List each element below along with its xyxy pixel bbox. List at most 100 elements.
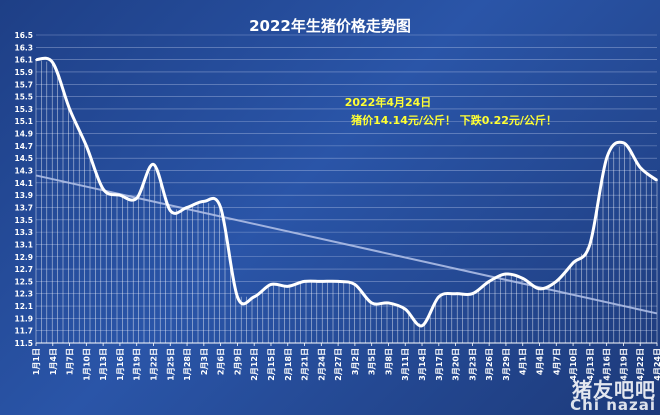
x-tick-label: 1月28日 <box>183 348 192 381</box>
x-tick-label: 3月17日 <box>435 348 444 381</box>
trend-line <box>35 174 658 315</box>
y-tick-label: 12.5 <box>14 277 33 286</box>
x-tick-labels: 1月1日 1月4日 1月7日 1月10日 1月13日 1月16日 1月19日 1月22日 1月2… <box>32 343 660 381</box>
y-tick-label: 14.9 <box>14 130 33 139</box>
y-tick-label: 14.5 <box>14 154 33 163</box>
data-point <box>521 277 524 280</box>
y-tick-label: 13.7 <box>14 203 33 212</box>
x-tick-label: 2月27日 <box>334 348 343 381</box>
y-tick-label: 15.1 <box>14 117 33 126</box>
line-layer <box>35 56 658 328</box>
x-tick-label: 4月13日 <box>586 348 595 381</box>
x-tick-label: 4月19日 <box>619 348 628 381</box>
data-point <box>186 206 188 209</box>
x-tick-label: 3月14日 <box>418 348 427 381</box>
y-tick-label: 14.7 <box>14 142 33 151</box>
data-point <box>135 197 138 200</box>
data-point <box>438 296 440 298</box>
data-point <box>605 157 608 159</box>
x-tick-label: 4月24日 <box>653 348 660 381</box>
y-tick-label: 13.1 <box>14 240 33 249</box>
watermark-cn: 猪友吧吧 <box>572 378 656 402</box>
x-tick-label: 3月23日 <box>468 348 477 381</box>
x-tick-label: 1月25日 <box>166 348 175 381</box>
x-tick-label: 1月4日 <box>49 348 58 375</box>
data-point <box>219 206 222 209</box>
data-point <box>354 283 356 286</box>
data-point <box>35 58 37 61</box>
x-tick-label: 1月10日 <box>82 348 91 381</box>
x-tick-label: 3月20日 <box>452 348 461 381</box>
y-tick-label: 13.3 <box>14 228 33 237</box>
y-tick-label: 16.1 <box>14 56 33 65</box>
x-tick-label: 3月11日 <box>401 348 410 381</box>
data-point <box>337 280 339 283</box>
y-tick-label: 12.1 <box>14 302 33 311</box>
data-point <box>622 142 625 144</box>
x-tick-label: 1月22日 <box>149 348 158 381</box>
x-tick-label: 2月9日 <box>233 348 242 375</box>
x-tick-label: 1月16日 <box>116 348 125 381</box>
x-tick-label: 3月26日 <box>485 348 494 381</box>
x-tick-label: 4月1日 <box>519 348 528 375</box>
x-tick-label: 2月3日 <box>200 348 209 375</box>
x-tick-label: 1月13日 <box>99 348 108 381</box>
data-point <box>589 243 591 246</box>
data-point <box>169 209 172 212</box>
data-point <box>538 287 541 290</box>
x-tick-label: 2月24日 <box>317 348 326 381</box>
data-point <box>454 292 457 295</box>
x-tick-label: 2月12日 <box>250 348 259 381</box>
grid-layer <box>35 34 658 344</box>
data-point <box>51 61 54 64</box>
chart-title: 2022年生猪价格走势图 <box>249 17 411 35</box>
y-tick-label: 15.5 <box>14 93 33 102</box>
x-tick-label: 2月6日 <box>217 348 226 375</box>
data-point <box>152 163 155 166</box>
y-tick-label: 16.5 <box>14 31 33 40</box>
data-point <box>370 302 373 304</box>
x-tick-label: 4月10日 <box>569 348 578 381</box>
x-tick-label: 3月29日 <box>502 348 511 381</box>
data-point <box>555 280 558 283</box>
x-tick-label: 3月8日 <box>384 348 393 375</box>
x-tick-label: 1月7日 <box>66 348 75 375</box>
y-tick-label: 14.3 <box>14 167 33 176</box>
y-tick-labels: 16.5 16.3 16.1 15.9 15.7 15.5 15.3 15.1 14.9 14.7… <box>14 31 33 348</box>
data-point <box>203 200 205 203</box>
y-tick-label: 11.7 <box>14 327 33 336</box>
x-tick-label: 1月19日 <box>133 348 142 381</box>
y-tick-label: 13.9 <box>14 191 33 200</box>
x-tick-label: 2月18日 <box>284 348 293 381</box>
watermark: 猪友吧吧 Chi nazai <box>570 380 656 413</box>
y-tick-label: 15.3 <box>14 105 33 114</box>
data-point <box>505 273 507 275</box>
data-point <box>303 280 306 283</box>
data-point <box>320 280 323 283</box>
trend-layer <box>35 174 658 315</box>
y-tick-label: 12.3 <box>14 290 33 299</box>
y-tick-label: 15.7 <box>14 80 33 89</box>
x-tick-label: 3月5日 <box>368 348 377 375</box>
data-point <box>421 324 423 327</box>
data-point <box>85 145 88 147</box>
x-tick-label: 4月16日 <box>603 348 612 381</box>
y-tick-label: 16.3 <box>14 43 33 52</box>
y-tick-label: 13.5 <box>14 216 33 225</box>
y-tick-label: 11.9 <box>14 314 33 323</box>
data-point <box>404 308 407 310</box>
y-tick-label: 11.5 <box>14 339 33 348</box>
data-point <box>119 194 121 196</box>
x-tick-label: 1月1日 <box>32 348 41 375</box>
x-tick-label: 2月15日 <box>267 348 276 381</box>
data-point <box>387 302 390 304</box>
data-point <box>488 280 490 283</box>
x-tick-label: 4月4日 <box>536 348 545 375</box>
data-point <box>236 296 239 298</box>
x-tick-label: 4月22日 <box>636 348 645 381</box>
data-point <box>656 179 658 182</box>
data-point <box>270 283 272 286</box>
data-point <box>639 166 642 169</box>
